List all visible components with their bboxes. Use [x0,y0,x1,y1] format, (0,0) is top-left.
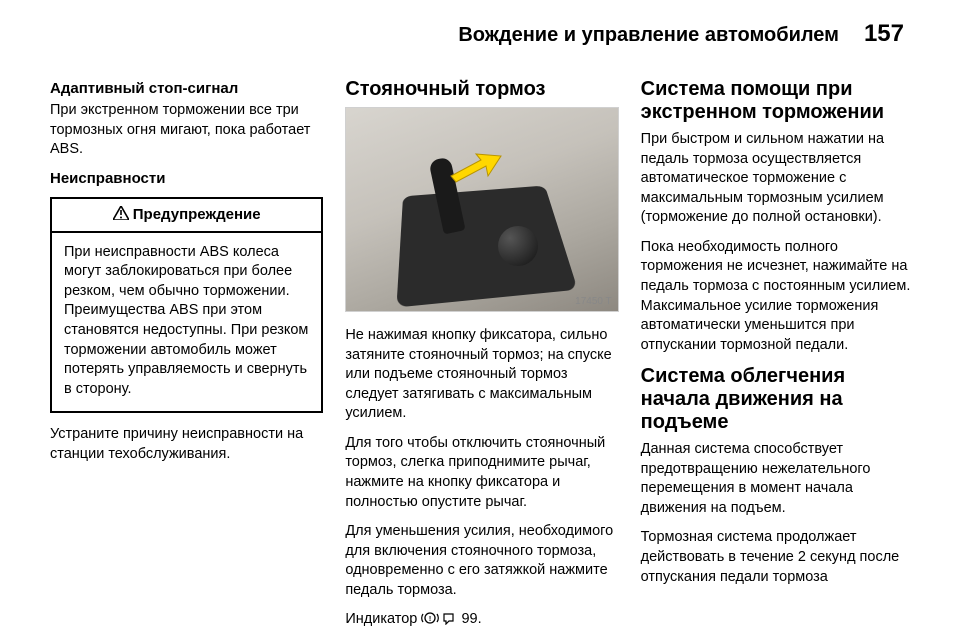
figure-id-label: 17450 T [575,296,612,307]
col2-text-3: Для уменьшения усилия, необходимого для … [345,522,618,600]
col1-text-2: Устраните причину неисправности на станц… [50,425,323,464]
col2-text-1: Не нажимая кнопку фиксатора, сильно затя… [345,326,618,424]
col1-text-1: При экстренном торможении все три тормоз… [50,101,323,160]
col1-heading-adaptive-stop: Адаптивный стоп-сигнал [50,80,323,97]
col2-heading-parking-brake: Стояночный тормоз [345,78,618,101]
col3-heading-brake-assist: Система помощи при экстренном торможении [641,78,914,124]
indicator-suffix: 99. [461,611,481,627]
warning-body-text: При неисправности ABS колеса могут забло… [52,233,321,412]
col3-heading-hill-start: Система облегчения начала движения на по… [641,365,914,434]
page-reference-icon [443,613,461,629]
header-title: Вождение и управление автомобилем [458,24,839,47]
warning-header: Предупреждение [52,199,321,233]
col3-text-2: Пока необходимость полного торможения не… [641,238,914,355]
parking-brake-figure: 17450 T [345,107,618,312]
page-number: 157 [864,20,904,48]
figure-arrow-icon [446,148,506,193]
content-columns: Адаптивный стоп-сигнал При экстренном то… [50,78,914,642]
col2-text-indicator: Индикатор ! 99. [345,610,618,632]
warning-label: Предупреждение [133,206,261,223]
col3-text-4: Тормозная система продолжает действовать… [641,528,914,587]
warning-triangle-icon [113,206,129,224]
page-header: Вождение и управление автомобилем 157 [50,20,914,48]
indicator-prefix: Индикатор [345,611,421,627]
column-3: Система помощи при экстренном торможении… [641,78,914,642]
svg-text:!: ! [429,616,431,623]
warning-box: Предупреждение При неисправности ABS кол… [50,197,323,414]
col1-heading-faults: Неисправности [50,170,323,187]
figure-console [397,186,578,308]
col3-text-1: При быстром и сильном нажатии на педаль … [641,130,914,228]
column-2: Стояночный тормоз 17450 T Не нажимая кно… [345,78,618,642]
column-1: Адаптивный стоп-сигнал При экстренном то… [50,78,323,642]
col2-text-2: Для того чтобы отключить стояночный торм… [345,434,618,512]
parking-brake-indicator-icon: ! [421,613,443,629]
col3-text-3: Данная система способствует предотвращен… [641,440,914,518]
document-page: Вождение и управление автомобилем 157 Ад… [0,0,954,642]
